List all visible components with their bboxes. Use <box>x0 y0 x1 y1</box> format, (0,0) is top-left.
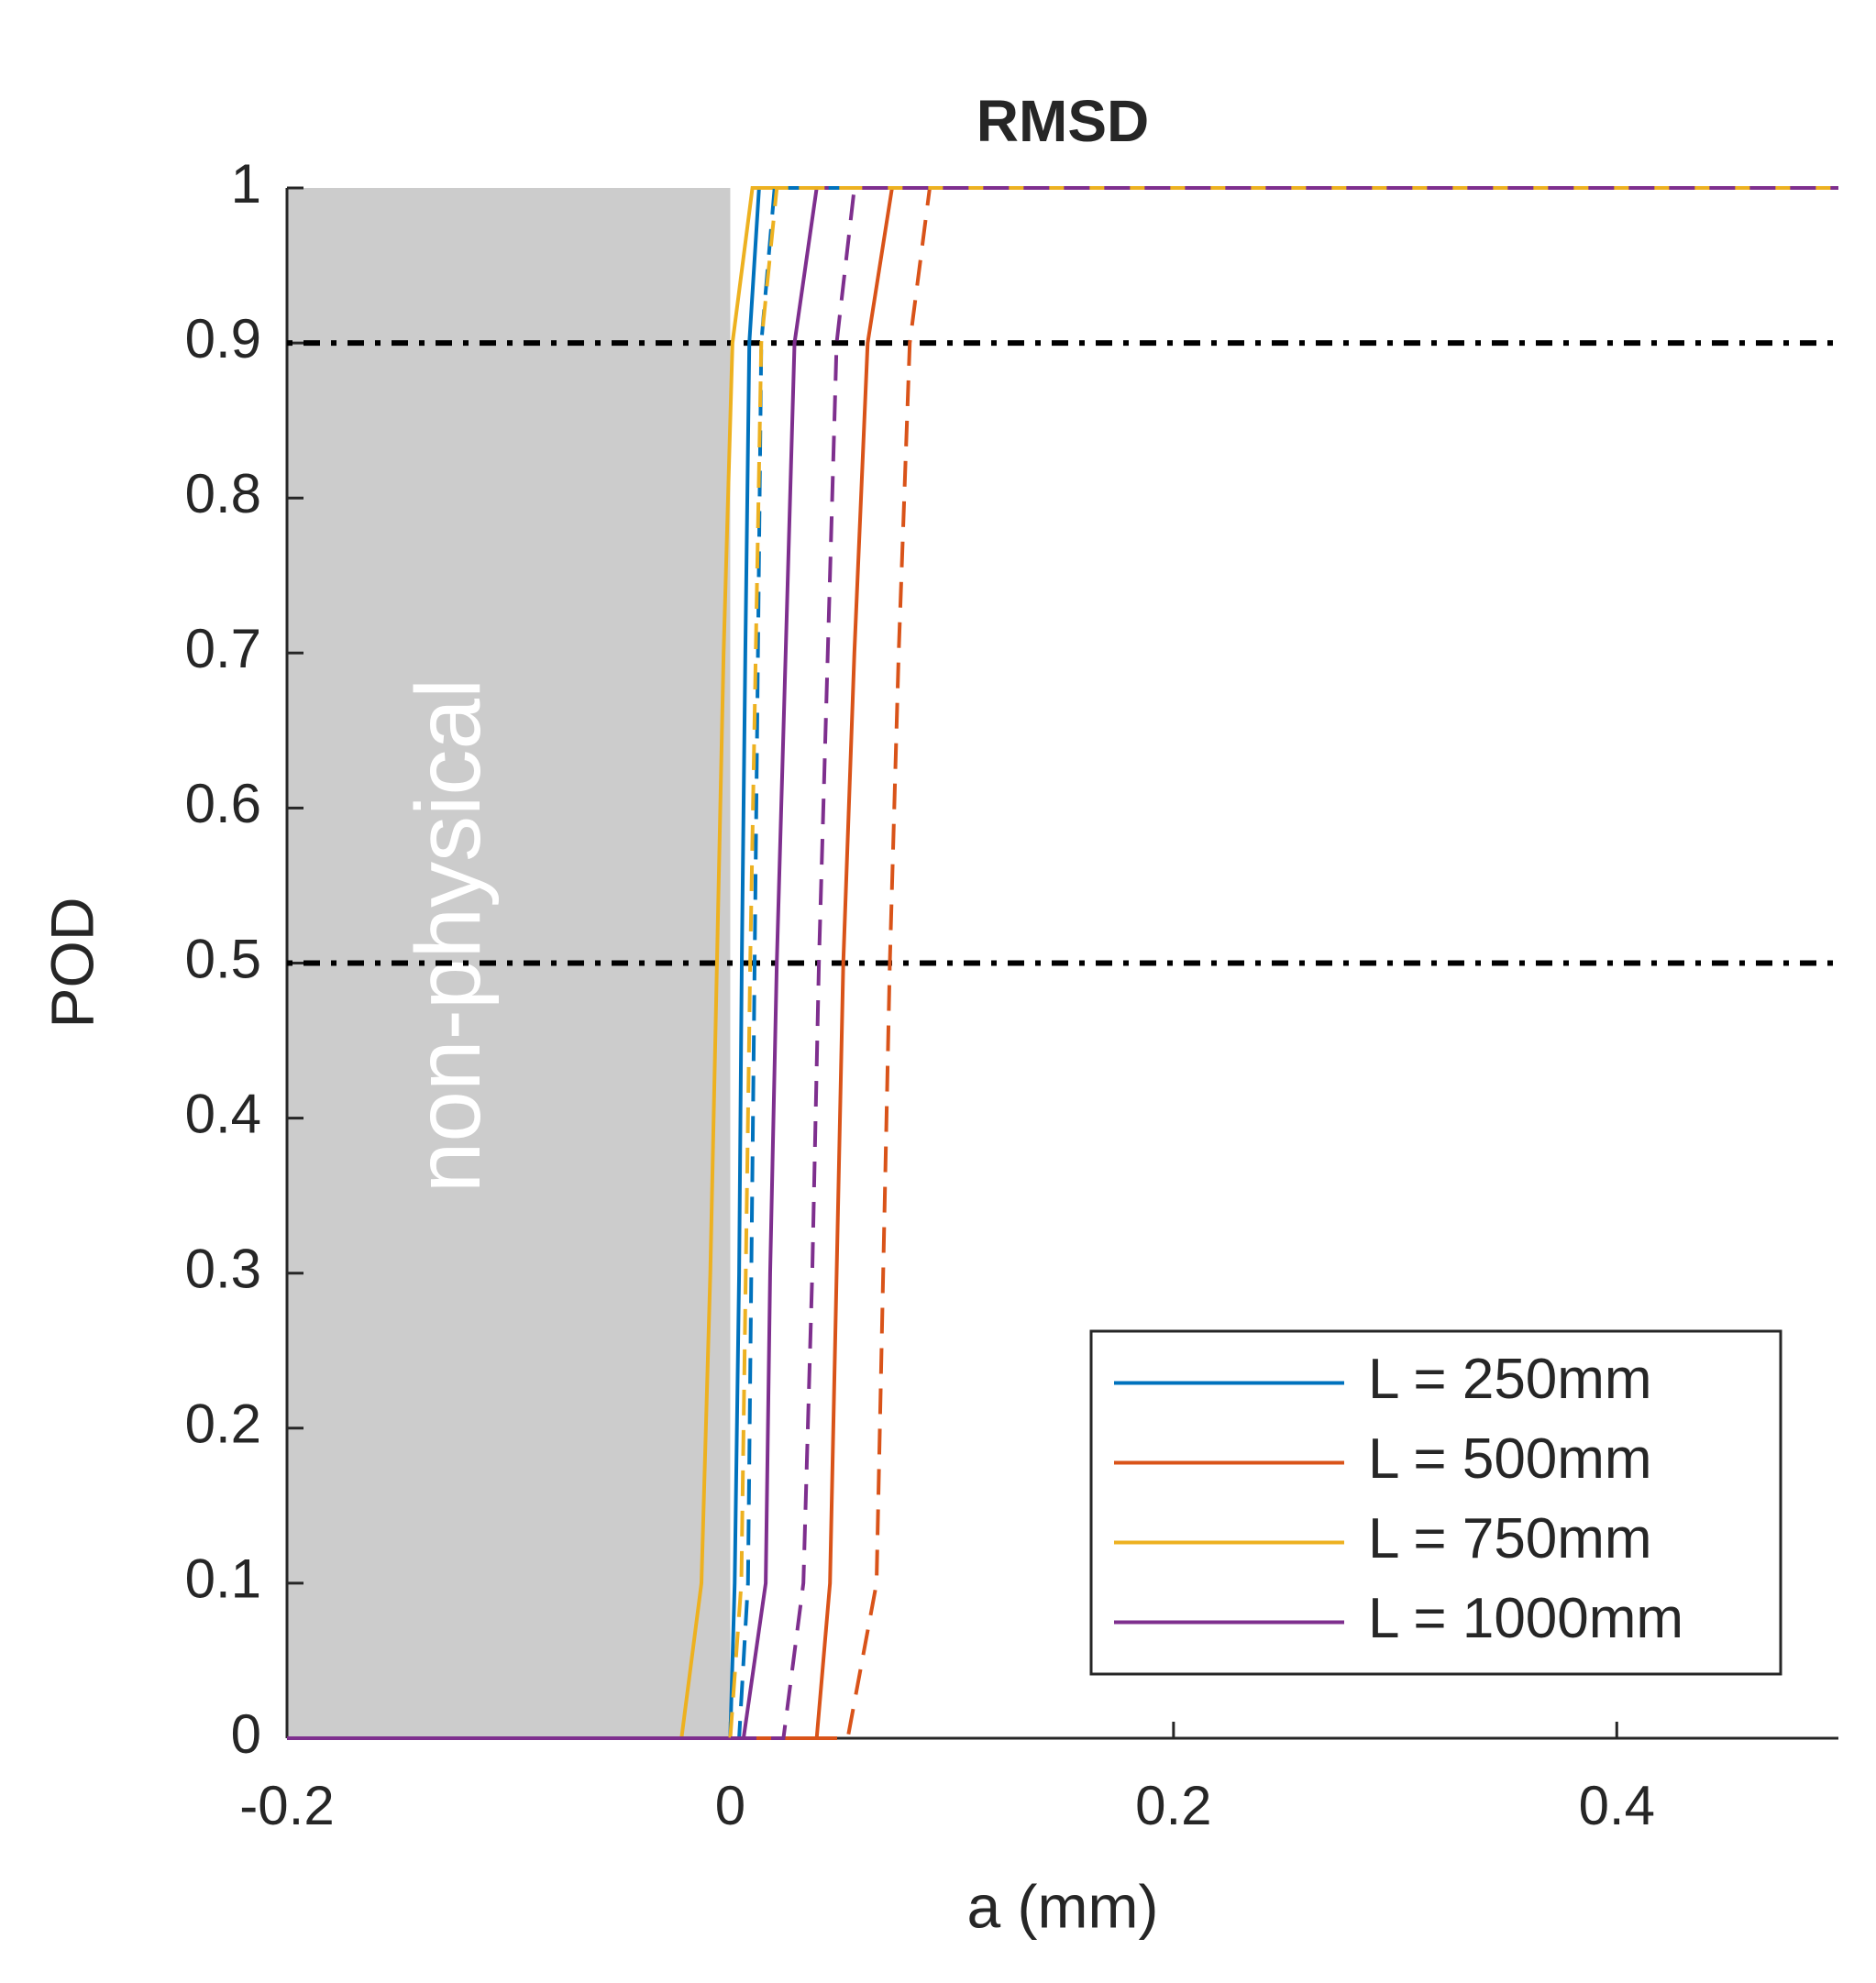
region-label: non-physical <box>397 678 500 1193</box>
x-axis-label: a (mm) <box>967 1872 1159 1940</box>
y-tick-label: 0.3 <box>185 1239 261 1300</box>
x-tick-label: 0 <box>715 1775 745 1836</box>
y-tick-label: 1 <box>231 153 261 215</box>
y-tick-label: 0.9 <box>185 308 261 369</box>
y-tick-label: 0.4 <box>185 1083 261 1144</box>
legend-label: L = 250mm <box>1368 1348 1652 1411</box>
legend-label: L = 500mm <box>1368 1427 1652 1491</box>
series-line <box>287 186 1838 1740</box>
series-line <box>287 186 1838 1740</box>
series-line <box>287 186 1838 1740</box>
series-line <box>287 186 1838 1740</box>
chart-title: RMSD <box>977 88 1149 154</box>
x-tick-label: 0.4 <box>1579 1775 1655 1836</box>
y-tick-label: 0.5 <box>185 928 261 989</box>
y-tick-label: 0.2 <box>185 1394 261 1455</box>
x-tick-label: -0.2 <box>239 1775 334 1836</box>
y-axis-label: POD <box>38 897 105 1028</box>
legend-box <box>1089 1329 1782 1676</box>
y-tick-label: 0.1 <box>185 1548 261 1610</box>
series-line <box>287 186 1838 1740</box>
y-tick-label: 0.6 <box>185 773 261 834</box>
legend-label: L = 1000mm <box>1368 1587 1683 1650</box>
y-tick-label: 0.7 <box>185 618 261 679</box>
series-line <box>287 186 1838 1740</box>
y-tick-label: 0 <box>231 1703 261 1765</box>
series-line <box>287 186 1838 1740</box>
legend-label: L = 750mm <box>1368 1507 1652 1570</box>
x-tick-label: 0.2 <box>1135 1775 1211 1836</box>
y-tick-label: 0.8 <box>185 463 261 524</box>
